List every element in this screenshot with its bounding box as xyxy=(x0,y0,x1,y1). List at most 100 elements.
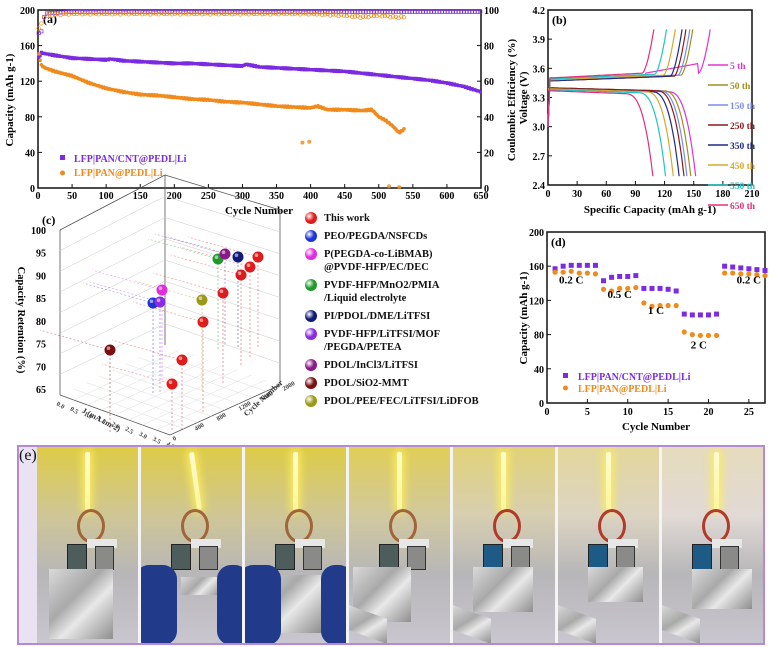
data-point xyxy=(657,285,663,291)
data-point xyxy=(393,14,398,19)
data-point xyxy=(380,14,385,19)
data-point xyxy=(402,9,406,14)
clip-icon xyxy=(94,546,114,570)
panel-d-label: (d) xyxy=(551,235,566,249)
y2-tick-label: 0 xyxy=(484,184,489,195)
panel-c-label: (c) xyxy=(42,213,55,227)
led-tube-icon xyxy=(84,452,90,510)
data-point xyxy=(358,9,363,14)
data-point xyxy=(445,9,450,14)
panel-a-y2label: Coulombic Efficiency (%) xyxy=(506,39,518,162)
data-point xyxy=(217,287,229,299)
projection-line xyxy=(101,363,173,385)
data-point xyxy=(134,9,139,14)
rate-annotation: 0.5 C xyxy=(607,289,632,301)
data-point xyxy=(170,12,175,17)
discharge-curve xyxy=(548,87,685,177)
data-point xyxy=(44,11,49,16)
data-point xyxy=(730,270,736,276)
discharge-curve xyxy=(547,88,697,177)
data-point xyxy=(382,13,388,19)
data-point-highlight xyxy=(199,318,204,323)
data-point xyxy=(189,10,194,15)
data-point xyxy=(366,9,371,14)
z-tick-label: 0 xyxy=(172,435,178,443)
grid-line xyxy=(59,259,166,313)
data-point-highlight xyxy=(168,380,173,385)
panel-a-ylabel: Capacity (mAh g-1) xyxy=(4,53,16,146)
data-point xyxy=(99,10,104,15)
data-point xyxy=(197,316,209,328)
legend-label: PDOL/PEE/FEC/LiTFSI/LiDFOB xyxy=(324,396,479,407)
grid-line xyxy=(128,369,237,421)
data-point xyxy=(38,58,42,63)
data-point xyxy=(633,273,639,279)
legend-sphere-icon xyxy=(305,395,317,407)
legend-marker-orange xyxy=(563,385,568,391)
data-point xyxy=(722,263,728,269)
data-point xyxy=(172,11,178,16)
data-point xyxy=(681,311,687,317)
tape-tab xyxy=(711,539,742,548)
data-point xyxy=(110,12,115,17)
data-point xyxy=(104,9,109,14)
panel-e-label: (e) xyxy=(19,447,37,464)
y-tick-label: 75 xyxy=(36,340,46,351)
data-point xyxy=(192,9,197,14)
data-point xyxy=(714,311,720,317)
data-point xyxy=(584,262,590,268)
figure-charts: (a) 0 50 100 150 200 250 300 350 400 450 500 550 600… xyxy=(4,6,768,445)
panel-d-ylabel: Capacity (mAh g-1) xyxy=(518,271,530,364)
photo-frame xyxy=(245,447,350,643)
charge-curve xyxy=(547,29,655,127)
grid-line xyxy=(164,217,281,254)
data-point xyxy=(633,284,639,291)
data-point xyxy=(352,14,358,19)
data-point xyxy=(222,9,227,14)
data-point xyxy=(410,9,415,14)
y-tick-label: 3.3 xyxy=(533,94,546,105)
data-point xyxy=(74,11,79,17)
y-tick-label: 95 xyxy=(36,249,46,260)
data-point-highlight xyxy=(219,289,224,294)
x-tick-label: 3.0 xyxy=(138,431,149,441)
photo-frame xyxy=(349,447,454,643)
data-point xyxy=(63,11,69,16)
pouch-cell xyxy=(473,567,534,612)
data-point xyxy=(459,9,464,14)
legend-sphere-icon xyxy=(305,212,317,224)
data-point xyxy=(442,9,447,14)
data-point xyxy=(360,14,366,19)
data-point-highlight xyxy=(234,253,239,257)
data-point xyxy=(82,11,88,16)
y-tick-label: 2.4 xyxy=(533,181,546,192)
data-point-highlight xyxy=(158,286,163,291)
x-tick-label: 300 xyxy=(235,191,250,202)
clip-icon xyxy=(303,546,323,570)
data-point-highlight xyxy=(149,299,154,304)
data-point-highlight xyxy=(254,253,259,257)
glove-hand xyxy=(216,565,243,643)
data-point xyxy=(568,268,574,274)
data-point xyxy=(314,12,319,17)
data-point xyxy=(730,264,736,270)
data-point xyxy=(221,11,227,16)
data-point xyxy=(164,9,169,14)
legend-sphere-icon xyxy=(305,279,317,291)
data-point xyxy=(552,266,558,272)
data-point xyxy=(456,9,461,14)
y2-tick-label: 60 xyxy=(484,77,494,88)
data-point xyxy=(592,262,598,268)
projection-line xyxy=(154,233,226,255)
box-edge xyxy=(59,174,166,231)
data-point xyxy=(412,9,417,14)
data-point xyxy=(151,10,156,16)
wire-icon xyxy=(180,509,209,543)
led-tube-icon xyxy=(293,452,299,510)
x-tick-label: 1.5 xyxy=(96,416,107,426)
data-point xyxy=(159,10,164,15)
legend-item: PEO/PEGDA/NSFCDs xyxy=(305,230,530,243)
data-point xyxy=(440,9,445,14)
led-tube-icon xyxy=(605,452,611,510)
x-tick-label: 0.5 xyxy=(69,406,80,416)
